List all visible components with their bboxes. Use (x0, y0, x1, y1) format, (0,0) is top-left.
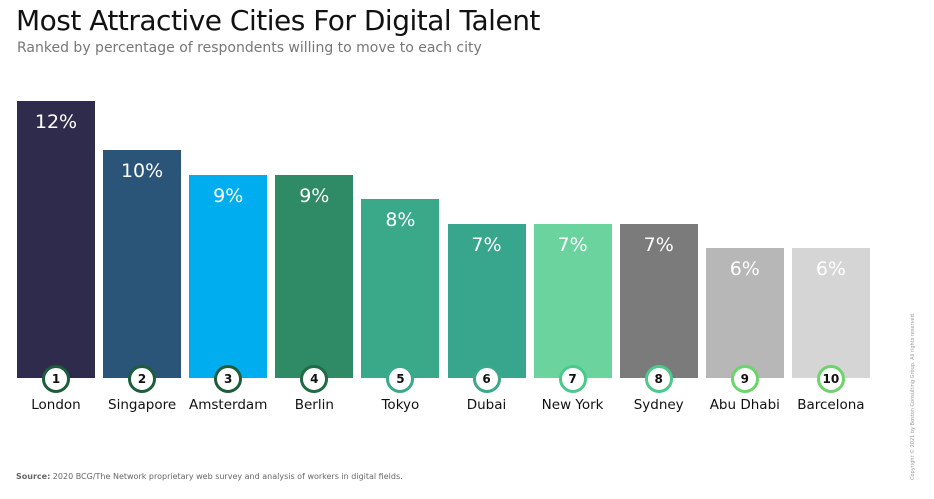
rank-badge: 3 (214, 365, 243, 393)
rank-badge: 1 (42, 365, 70, 393)
rank-badge: 5 (386, 365, 415, 393)
city-label: Singapore (108, 397, 177, 413)
city-label: Abu Dhabi (709, 397, 780, 413)
value-label: 7% (643, 233, 674, 256)
bar (361, 199, 440, 378)
bar (447, 223, 526, 378)
rank-badge: 6 (472, 365, 501, 393)
value-label: 7% (471, 233, 502, 256)
city-label: Dubai (466, 397, 507, 413)
source-label: Source: (16, 472, 51, 481)
bar (791, 248, 870, 378)
bar (705, 248, 784, 378)
value-label: 6% (729, 258, 760, 280)
source-note: Source: 2020 BCG/The Network proprietary… (16, 472, 403, 481)
city-label: Berlin (294, 397, 334, 413)
rank-badge: 9 (730, 365, 759, 393)
city-label: New York (541, 397, 604, 413)
chart-title: Most Attractive Cities For Digital Talen… (16, 4, 540, 37)
value-label: 8% (385, 209, 416, 231)
bar (17, 101, 95, 378)
value-label: 9% (213, 184, 244, 207)
city-label: Amsterdam (189, 397, 268, 413)
bar (533, 223, 612, 378)
city-label: London (31, 397, 81, 413)
rank-badge: 7 (558, 365, 587, 393)
value-label: 9% (299, 184, 330, 207)
copyright: Copyright © 2021 by Boston Consulting Gr… (910, 312, 916, 480)
bar (275, 174, 354, 378)
bar (189, 174, 268, 378)
source-text: 2020 BCG/The Network proprietary web sur… (50, 472, 403, 481)
value-label: 10% (120, 160, 164, 182)
bar (619, 223, 698, 378)
city-label: Tokyo (381, 397, 420, 413)
rank-badge: 10 (816, 365, 845, 393)
bar (103, 150, 182, 378)
value-label: 12% (34, 111, 78, 133)
value-label: 7% (557, 233, 588, 256)
city-label: Sydney (633, 397, 684, 413)
chart-subtitle: Ranked by percentage of respondents will… (17, 40, 482, 56)
city-label: Barcelona (797, 397, 865, 413)
rank-badge: 8 (644, 365, 673, 393)
rank-badge: 2 (128, 365, 157, 393)
rank-badge: 4 (300, 365, 329, 393)
value-label: 6% (815, 258, 846, 280)
